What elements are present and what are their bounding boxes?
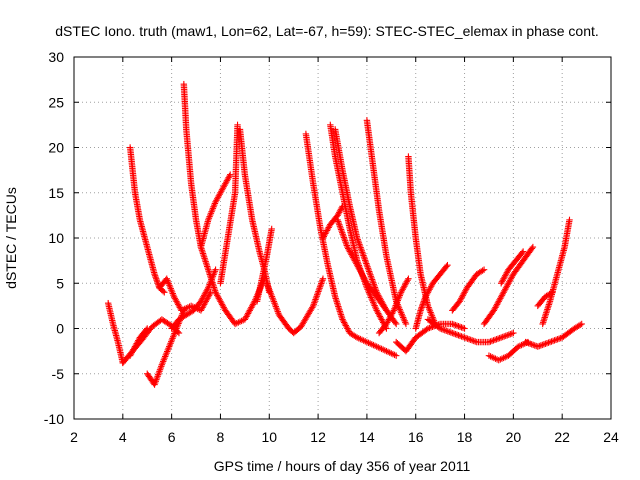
- marker-fill: [142, 326, 150, 333]
- x-tick-label: 16: [408, 429, 424, 445]
- series-31: [534, 289, 556, 310]
- series-13: [263, 275, 327, 337]
- series-27: [480, 243, 537, 328]
- series-14: [302, 130, 400, 359]
- x-tick-label: 10: [261, 429, 277, 445]
- marker-fill: [392, 319, 399, 326]
- data-point: [212, 266, 219, 273]
- x-tick-label: 18: [457, 429, 473, 445]
- x-tick-label: 24: [603, 429, 619, 445]
- y-tick-label: 20: [48, 140, 64, 156]
- series-20: [375, 275, 412, 337]
- marker-fill: [204, 286, 211, 293]
- x-tick-label: 2: [70, 429, 78, 445]
- marker-fill: [389, 308, 397, 316]
- marker-fill: [250, 299, 258, 307]
- x-axis-label: GPS time / hours of day 356 of year 2011: [214, 458, 471, 474]
- y-axis-label: dSTEC / TECUs: [3, 187, 19, 289]
- series-12: [253, 225, 275, 305]
- y-tick-label: 30: [48, 49, 64, 65]
- data-point: [227, 171, 234, 178]
- series-4: [126, 325, 151, 359]
- y-tick-label: -10: [44, 411, 64, 427]
- series-8: [168, 266, 219, 332]
- marker-fill: [309, 304, 316, 311]
- series-21: [405, 153, 439, 328]
- x-tick-label: 20: [506, 429, 522, 445]
- data-marks: [104, 80, 585, 388]
- series-3: [126, 144, 168, 296]
- series-24: [424, 316, 517, 346]
- series-7: [180, 80, 268, 328]
- series-9: [197, 171, 234, 251]
- data-point: [402, 320, 410, 328]
- x-tick-label: 14: [359, 429, 375, 445]
- y-tick-label: 15: [48, 185, 64, 201]
- data-point: [393, 352, 400, 359]
- data-point: [393, 320, 400, 328]
- y-axis-ticks: -10 -5 0 5 10 15 20 25 30: [44, 49, 611, 427]
- data-point: [234, 121, 241, 129]
- x-tick-label: 22: [554, 429, 570, 445]
- series-25: [449, 266, 488, 314]
- x-tick-label: 8: [217, 429, 225, 445]
- series-29: [522, 320, 585, 350]
- y-tick-label: -5: [52, 366, 65, 382]
- series-10: [217, 121, 241, 287]
- data-point: [268, 225, 275, 233]
- x-tick-label: 4: [119, 429, 127, 445]
- y-tick-label: 5: [56, 275, 64, 291]
- x-axis-ticks: 2 4 6 8 10 12 14 16 18 20 22 24: [70, 57, 619, 445]
- data-point: [161, 289, 168, 296]
- marker-fill: [226, 172, 233, 180]
- series-17: [334, 216, 390, 314]
- series-30: [539, 216, 573, 328]
- series-16: [331, 126, 400, 328]
- y-tick-label: 10: [48, 230, 64, 246]
- marker-fill: [159, 287, 167, 295]
- series-1: [104, 299, 127, 367]
- series-11: [236, 126, 273, 296]
- chart-title: dSTEC Iono. truth (maw1, Lon=62, Lat=-67…: [55, 23, 599, 39]
- x-tick-label: 12: [310, 429, 326, 445]
- y-tick-label: 25: [48, 94, 64, 110]
- series-19: [363, 117, 410, 328]
- marker-fill: [338, 204, 345, 212]
- marker-fill: [382, 305, 389, 313]
- x-tick-label: 6: [168, 429, 176, 445]
- data-point: [144, 325, 151, 332]
- series-18: [319, 203, 346, 242]
- data-point: [383, 307, 390, 314]
- data-point: [405, 275, 412, 282]
- data-point: [339, 203, 346, 210]
- data-point: [319, 275, 327, 282]
- marker-fill: [404, 277, 411, 284]
- y-tick-label: 0: [56, 321, 64, 337]
